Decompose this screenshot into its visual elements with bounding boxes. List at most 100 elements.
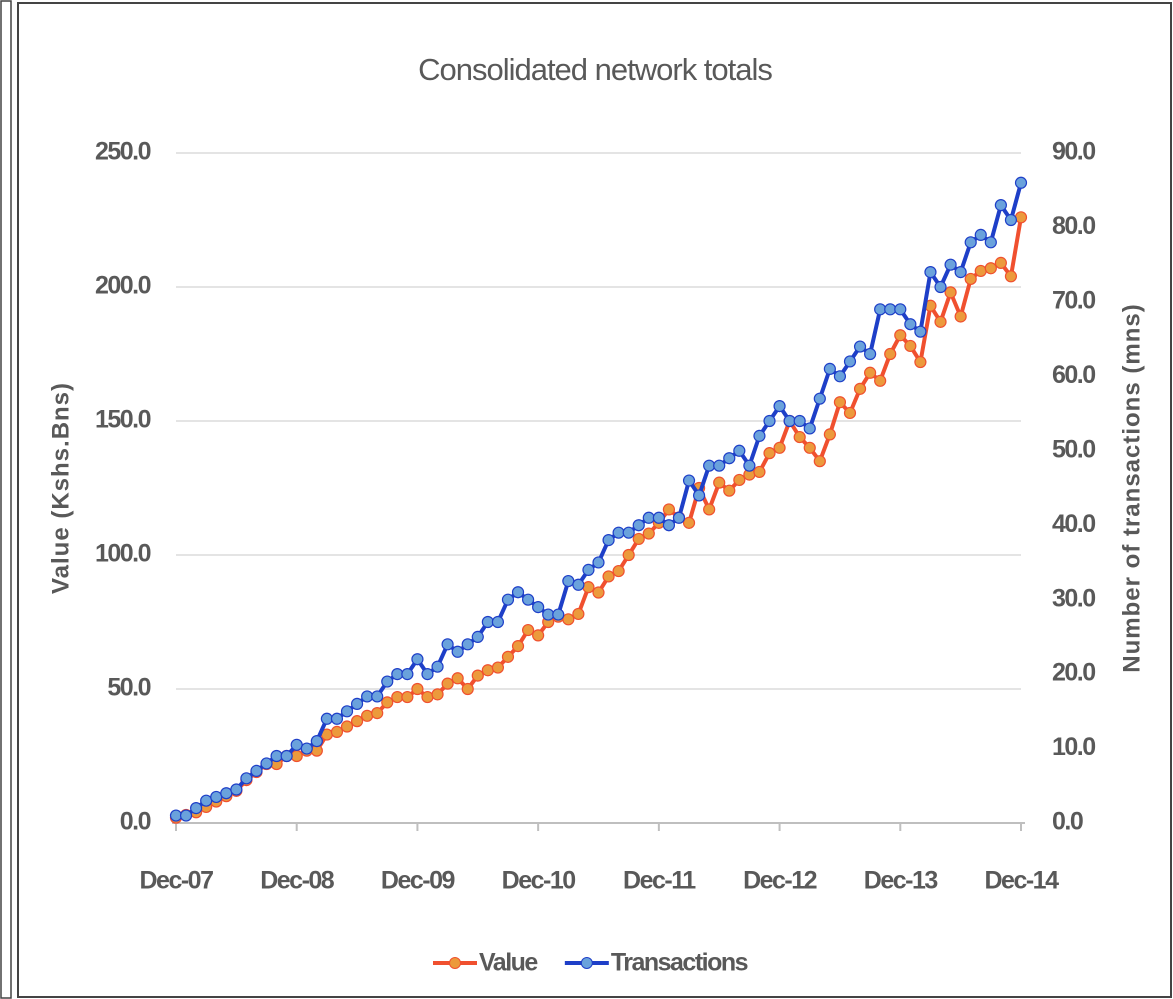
y2-tick-label: 80.0 <box>1052 212 1095 240</box>
marker <box>874 303 887 316</box>
marker <box>340 720 354 733</box>
marker <box>361 690 374 703</box>
marker <box>894 329 907 342</box>
marker <box>984 262 997 275</box>
marker <box>511 586 525 599</box>
marker <box>713 459 726 472</box>
marker <box>532 629 545 642</box>
marker <box>340 705 354 718</box>
x-tick-label: Dec-07 <box>140 867 214 895</box>
marker <box>220 787 233 800</box>
marker <box>904 318 917 331</box>
y2-axis-label: Number of transactions (mns) <box>1118 303 1145 672</box>
marker <box>441 638 454 651</box>
marker <box>1014 211 1028 224</box>
marker <box>652 511 665 524</box>
marker <box>270 749 283 763</box>
marker <box>401 690 414 704</box>
marker <box>793 430 806 444</box>
marker <box>310 735 323 748</box>
marker <box>431 688 444 701</box>
marker <box>461 638 474 651</box>
marker <box>833 396 847 409</box>
marker <box>864 366 877 379</box>
marker <box>320 712 333 725</box>
marker <box>853 340 867 353</box>
marker <box>179 809 193 822</box>
marker <box>431 660 444 673</box>
marker <box>733 473 746 487</box>
marker <box>974 264 987 278</box>
marker <box>421 690 434 704</box>
marker <box>864 347 877 361</box>
marker <box>501 650 515 663</box>
marker <box>411 653 424 666</box>
marker <box>350 715 364 728</box>
marker <box>682 516 696 529</box>
marker <box>672 511 686 524</box>
marker <box>703 503 716 516</box>
marker <box>763 447 776 460</box>
marker <box>290 749 303 763</box>
marker <box>250 764 263 777</box>
marker <box>622 526 635 539</box>
y2-tick-label: 30.0 <box>1052 584 1095 612</box>
marker <box>491 615 505 629</box>
marker <box>330 712 344 725</box>
x-tick-label: Dec-10 <box>502 867 576 895</box>
x-tick-label: Dec-09 <box>381 867 455 895</box>
marker <box>582 563 595 576</box>
marker <box>904 339 917 353</box>
marker <box>954 310 967 323</box>
marker <box>401 668 414 681</box>
marker <box>501 593 515 606</box>
marker <box>582 581 595 594</box>
marker <box>421 668 434 681</box>
marker <box>190 802 203 815</box>
marker <box>481 664 494 677</box>
marker <box>703 459 716 472</box>
marker <box>230 783 243 796</box>
legend-label: Transactions <box>611 949 748 977</box>
marker <box>471 630 484 643</box>
marker <box>964 272 977 286</box>
marker <box>753 465 766 479</box>
marker <box>994 256 1007 269</box>
marker <box>843 355 857 368</box>
marker <box>823 362 836 375</box>
marker <box>853 382 867 395</box>
marker <box>914 355 927 369</box>
marker <box>843 406 857 420</box>
marker <box>753 429 766 442</box>
marker <box>391 690 404 704</box>
marker <box>884 303 897 316</box>
marker <box>773 400 786 413</box>
marker <box>733 444 746 457</box>
marker <box>833 370 847 383</box>
marker <box>602 570 615 583</box>
legend-label: Value <box>479 949 538 977</box>
marker <box>823 428 836 441</box>
marker <box>441 677 454 690</box>
marker <box>934 280 947 294</box>
y-tick-label: 0.0 <box>120 808 151 836</box>
marker <box>471 669 484 682</box>
marker <box>783 414 796 428</box>
marker <box>803 422 816 435</box>
x-tick-label: Dec-08 <box>260 867 335 895</box>
marker <box>944 258 957 271</box>
marker <box>793 414 806 428</box>
y-tick-label: 50.0 <box>107 674 150 702</box>
chart-title: Consolidated network totals <box>418 52 772 87</box>
marker <box>411 682 424 696</box>
marker <box>371 690 384 703</box>
marker <box>240 772 253 785</box>
marker <box>1014 176 1028 189</box>
marker <box>632 532 645 546</box>
marker <box>813 455 826 468</box>
marker <box>361 709 374 722</box>
marker <box>330 725 344 738</box>
y-tick-label: 200.0 <box>95 272 151 300</box>
marker <box>954 266 967 279</box>
